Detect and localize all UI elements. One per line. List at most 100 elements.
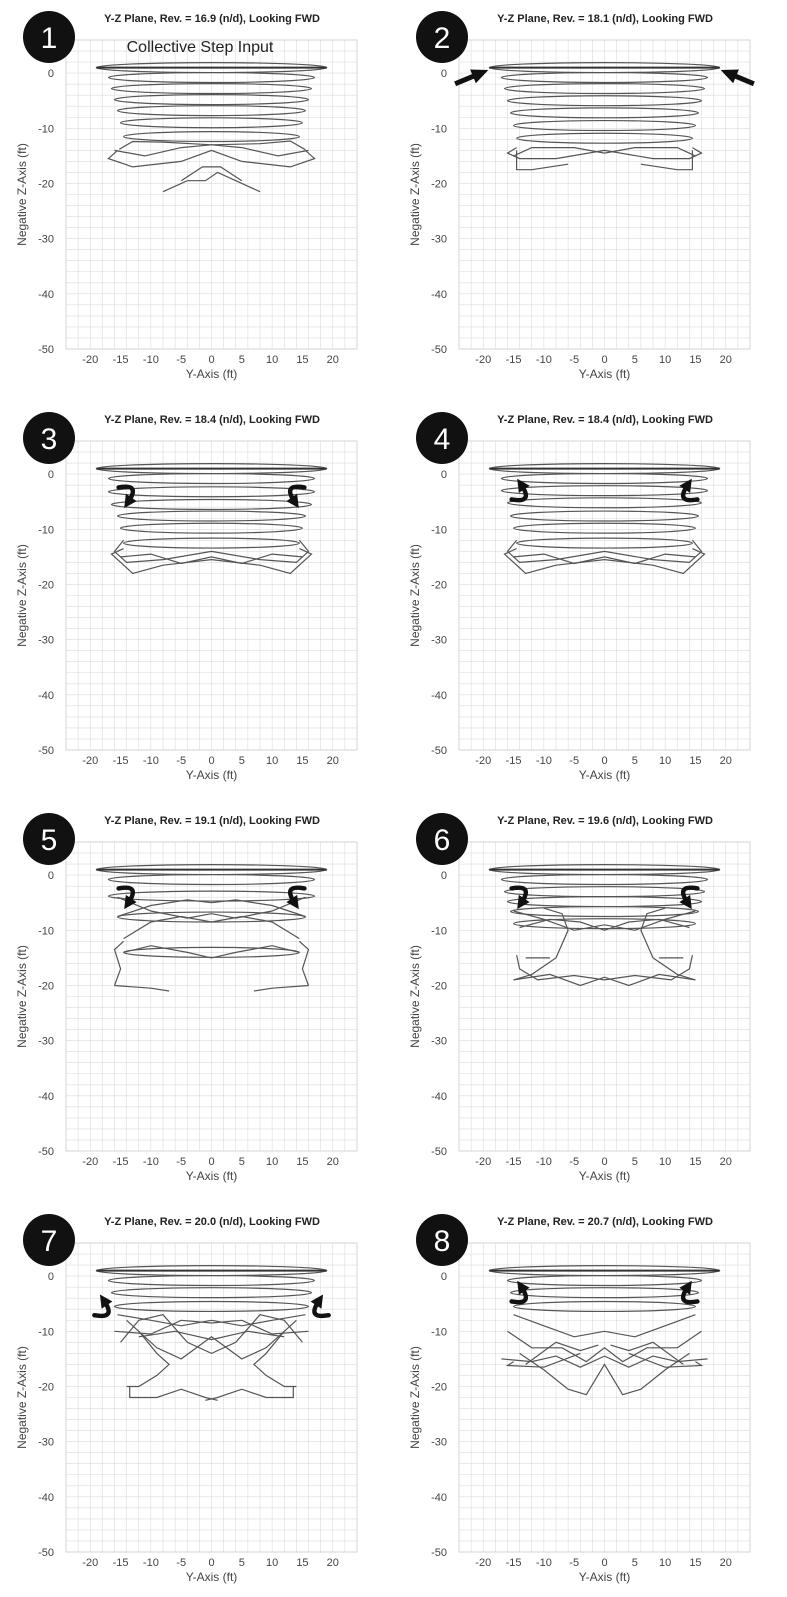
x-tick-label: -20 [475, 354, 491, 366]
curved-arrow-icon [679, 478, 700, 503]
trajectory-path [110, 548, 313, 575]
panel-number: 6 [434, 824, 451, 857]
trace-series [488, 62, 721, 171]
curved-arrow-icon [509, 478, 530, 503]
x-tick-label: 10 [266, 354, 278, 366]
arrow-head [679, 1280, 692, 1295]
y-tick-label: -40 [38, 1091, 54, 1103]
trajectory-path [515, 150, 569, 171]
y-tick-label: -30 [431, 234, 447, 246]
trajectory-path [120, 553, 303, 565]
x-tick-label: 20 [327, 354, 339, 366]
x-tick-label: 0 [208, 1156, 214, 1168]
annotation-text: Collective Step Input [127, 39, 274, 56]
curved-arrow-icon [454, 69, 489, 87]
y-tick-label: 0 [441, 1271, 447, 1283]
curved-arrow-icon [310, 1294, 331, 1319]
y-tick-label: 0 [48, 1271, 54, 1283]
x-tick-label: 15 [296, 755, 308, 767]
x-tick-label: -20 [82, 755, 98, 767]
x-tick-label: 0 [208, 1557, 214, 1569]
plot-panel-8: -20 -15 -10 -5 0 5 10 15 200-10-20-30-40-50Y-Axi… [408, 1214, 751, 1584]
y-tick-label: 0 [48, 469, 54, 481]
y-tick-label: -50 [38, 1547, 54, 1559]
y-tick-label: -40 [431, 289, 447, 301]
y-tick-label: 0 [48, 68, 54, 80]
grid [458, 440, 751, 751]
y-tick-label: -10 [38, 1326, 54, 1338]
x-tick-label: 10 [266, 1557, 278, 1569]
trajectory-path [117, 1314, 306, 1327]
x-axis-label: Y-Axis (ft) [579, 1169, 631, 1183]
x-tick-label: -15 [506, 755, 522, 767]
trajectory-loop [515, 132, 694, 144]
y-tick-label: -40 [38, 289, 54, 301]
plot-frame [65, 841, 358, 1152]
trajectory-path [501, 1355, 708, 1368]
y-tick-label: -50 [431, 1146, 447, 1158]
y-tick-label: -10 [38, 524, 54, 536]
trajectory-path [516, 954, 693, 981]
panel-number-badge [416, 11, 468, 63]
arrow-head [720, 69, 739, 84]
trajectory-loop [506, 1274, 703, 1287]
x-tick-label: 5 [239, 1156, 245, 1168]
trajectory-path [505, 1352, 581, 1368]
y-tick-label: -10 [431, 1326, 447, 1338]
x-axis-label: Y-Axis (ft) [579, 768, 631, 782]
y-tick-label: 0 [441, 870, 447, 882]
trace-series [488, 864, 721, 987]
y-tick-label: -10 [38, 925, 54, 937]
curved-arrow-icon [286, 885, 307, 910]
x-axis-label: Y-Axis (ft) [186, 768, 238, 782]
trace-series [488, 1265, 721, 1396]
grid [65, 440, 358, 751]
y-tick-label: -20 [431, 980, 447, 992]
trajectory-path [117, 899, 306, 918]
x-tick-label: 0 [601, 354, 607, 366]
trajectory-path [126, 1319, 297, 1360]
trajectory-loop [119, 522, 304, 534]
x-tick-label: -10 [143, 755, 159, 767]
trajectory-path [114, 984, 170, 992]
x-tick-label: 15 [296, 1156, 308, 1168]
x-tick-label: -5 [176, 354, 186, 366]
curved-arrow-icon [92, 1294, 113, 1319]
y-tick-label: -50 [38, 1146, 54, 1158]
grid [65, 39, 358, 350]
y-tick-label: -10 [431, 123, 447, 135]
y-tick-label: -40 [38, 690, 54, 702]
trajectory-loop [122, 537, 301, 549]
x-tick-label: 15 [296, 1557, 308, 1569]
trajectory-path [519, 918, 690, 931]
x-tick-label: -20 [475, 1557, 491, 1569]
curved-arrow-icon [720, 69, 755, 87]
y-axis-label: Negative Z-Axis (ft) [15, 945, 29, 1048]
y-tick-label: -30 [38, 234, 54, 246]
y-tick-label: -30 [38, 635, 54, 647]
x-tick-label: 0 [601, 1156, 607, 1168]
x-tick-label: 0 [208, 755, 214, 767]
trace-series [95, 463, 328, 575]
curved-arrow-icon [116, 885, 137, 910]
plot-frame [65, 39, 358, 350]
trajectory-path [513, 553, 696, 565]
panel-number-badge [23, 11, 75, 63]
trajectory-loop [107, 71, 316, 84]
panel-number: 3 [41, 423, 58, 456]
x-tick-label: 10 [659, 755, 671, 767]
x-tick-label: 10 [266, 755, 278, 767]
y-axis-label: Negative Z-Axis (ft) [15, 544, 29, 647]
plot-panel-2: -20 -15 -10 -5 0 5 10 15 200-10-20-30-40-50Y-Axi… [408, 11, 755, 381]
trajectory-path [640, 150, 693, 171]
trajectory-path [513, 910, 696, 931]
x-tick-label: -10 [536, 354, 552, 366]
x-tick-label: 20 [720, 755, 732, 767]
x-tick-label: -15 [113, 1156, 129, 1168]
x-tick-label: -10 [143, 1156, 159, 1168]
x-tick-label: 5 [239, 755, 245, 767]
trajectory-loop [512, 522, 697, 534]
plot-panel-7: -20 -15 -10 -5 0 5 10 15 200-10-20-30-40-50Y-Axi… [15, 1214, 358, 1584]
x-tick-label: 5 [239, 354, 245, 366]
